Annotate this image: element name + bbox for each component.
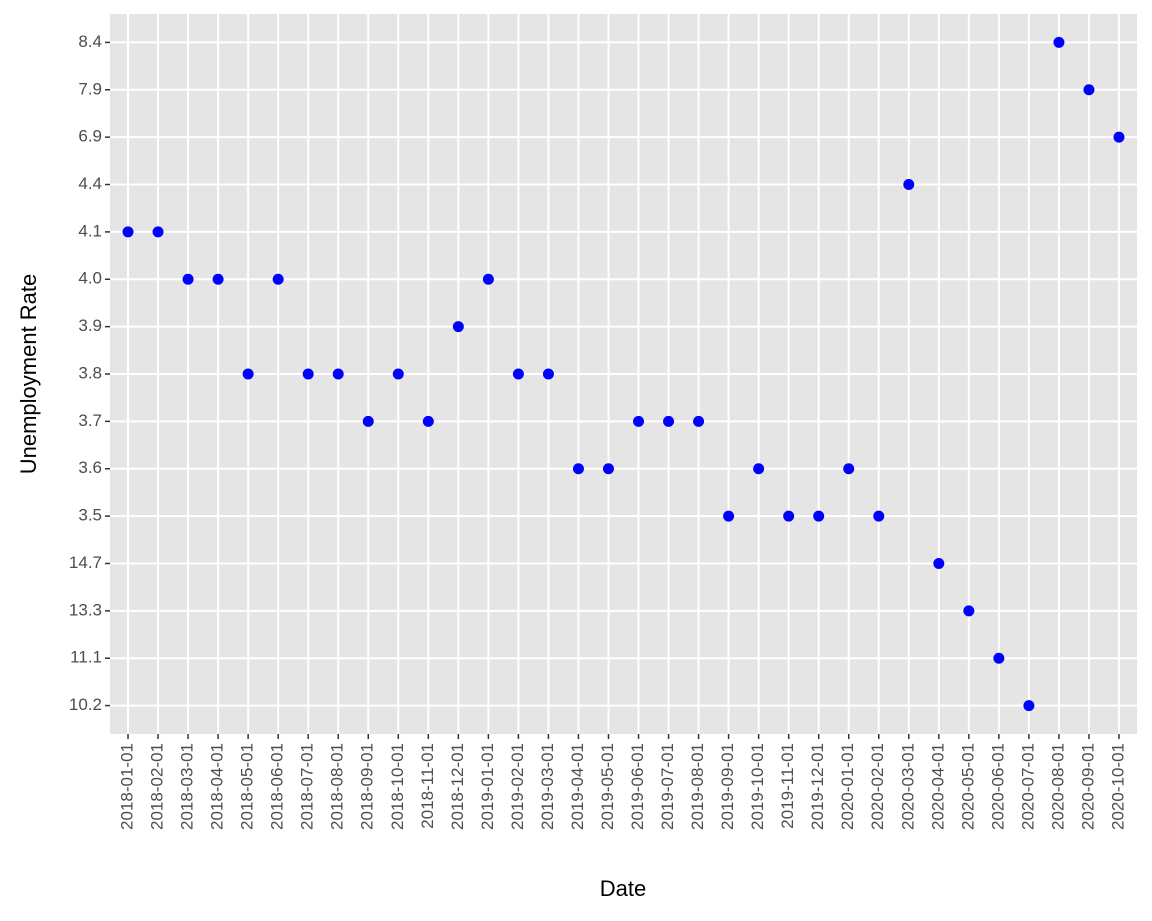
x-tick-label: 2018-07-01 bbox=[298, 743, 317, 830]
point bbox=[1113, 131, 1125, 143]
point bbox=[242, 368, 254, 380]
x-tick-label: 2020-06-01 bbox=[988, 743, 1007, 830]
point bbox=[422, 415, 434, 427]
point bbox=[122, 226, 134, 238]
y-tick-label: 4.4 bbox=[78, 174, 102, 193]
y-tick-label: 3.6 bbox=[78, 458, 102, 477]
x-tick-label: 2018-12-01 bbox=[448, 743, 467, 830]
point bbox=[813, 510, 825, 522]
point bbox=[843, 463, 855, 475]
x-tick-label: 2019-09-01 bbox=[718, 743, 737, 830]
x-tick-label: 2020-10-01 bbox=[1108, 743, 1127, 830]
point bbox=[182, 273, 194, 285]
x-tick-label: 2020-09-01 bbox=[1078, 743, 1097, 830]
x-tick-label: 2019-01-01 bbox=[478, 743, 497, 830]
y-tick-label: 4.0 bbox=[78, 269, 102, 288]
y-axis-title: Unemployment Rate bbox=[16, 274, 41, 475]
point bbox=[693, 415, 705, 427]
y-tick-label: 3.7 bbox=[78, 411, 102, 430]
point bbox=[152, 226, 164, 238]
point bbox=[452, 321, 464, 333]
x-tick-label: 2019-05-01 bbox=[598, 743, 617, 830]
point bbox=[783, 510, 795, 522]
x-tick-label: 2020-01-01 bbox=[838, 743, 857, 830]
point bbox=[723, 510, 735, 522]
y-tick-label: 3.9 bbox=[78, 316, 102, 335]
x-tick-label: 2018-02-01 bbox=[148, 743, 167, 830]
point bbox=[963, 605, 975, 617]
point bbox=[332, 368, 344, 380]
x-tick-label: 2018-04-01 bbox=[208, 743, 227, 830]
x-tick-label: 2019-12-01 bbox=[808, 743, 827, 830]
y-tick-label: 7.9 bbox=[78, 79, 102, 98]
point bbox=[933, 557, 945, 569]
x-tick-label: 2020-05-01 bbox=[958, 743, 977, 830]
x-tick-label: 2018-10-01 bbox=[388, 743, 407, 830]
point bbox=[1023, 700, 1035, 712]
y-tick-label: 4.1 bbox=[78, 221, 102, 240]
point bbox=[302, 368, 314, 380]
x-tick-label: 2018-05-01 bbox=[238, 743, 257, 830]
point bbox=[272, 273, 284, 285]
x-tick-label: 2018-03-01 bbox=[178, 743, 197, 830]
y-tick-label: 11.1 bbox=[70, 648, 102, 667]
point bbox=[542, 368, 554, 380]
x-tick-label: 2019-06-01 bbox=[628, 743, 647, 830]
x-tick-label: 2018-11-01 bbox=[418, 743, 437, 829]
y-tick-label: 6.9 bbox=[78, 127, 102, 146]
point bbox=[633, 415, 645, 427]
point bbox=[392, 368, 404, 380]
x-tick-label: 2018-01-01 bbox=[118, 743, 137, 830]
x-tick-label: 2019-10-01 bbox=[748, 743, 767, 830]
x-tick-label: 2019-07-01 bbox=[658, 743, 677, 830]
point bbox=[903, 179, 915, 191]
x-tick-label: 2020-07-01 bbox=[1018, 743, 1037, 830]
x-axis-title: Date bbox=[600, 876, 646, 901]
x-tick-label: 2020-03-01 bbox=[898, 743, 917, 830]
y-tick-label: 3.8 bbox=[78, 363, 102, 382]
x-tick-label: 2018-06-01 bbox=[268, 743, 287, 830]
x-tick-label: 2019-08-01 bbox=[688, 743, 707, 830]
point bbox=[482, 273, 494, 285]
y-tick-label: 3.5 bbox=[78, 506, 102, 525]
point bbox=[572, 463, 584, 475]
x-tick-label: 2019-03-01 bbox=[538, 743, 557, 830]
point bbox=[602, 463, 614, 475]
point bbox=[663, 415, 675, 427]
x-tick-label: 2019-02-01 bbox=[508, 743, 527, 830]
y-tick-label: 8.4 bbox=[78, 32, 102, 51]
x-tick-label: 2019-04-01 bbox=[568, 743, 587, 830]
point bbox=[512, 368, 524, 380]
y-tick-label: 14.7 bbox=[69, 553, 102, 572]
x-tick-label: 2019-11-01 bbox=[778, 743, 797, 829]
point bbox=[873, 510, 885, 522]
x-tick-label: 2018-08-01 bbox=[328, 743, 347, 830]
point bbox=[1083, 84, 1095, 96]
x-tick-label: 2020-02-01 bbox=[868, 743, 887, 830]
x-tick-label: 2018-09-01 bbox=[358, 743, 377, 830]
point bbox=[1053, 36, 1065, 48]
x-tick-label: 2020-04-01 bbox=[928, 743, 947, 830]
y-tick-label: 13.3 bbox=[69, 600, 102, 619]
x-tick-label: 2020-08-01 bbox=[1048, 743, 1067, 830]
point bbox=[753, 463, 765, 475]
point bbox=[212, 273, 224, 285]
point bbox=[362, 415, 374, 427]
y-tick-label: 10.2 bbox=[69, 695, 102, 714]
point bbox=[993, 652, 1005, 664]
